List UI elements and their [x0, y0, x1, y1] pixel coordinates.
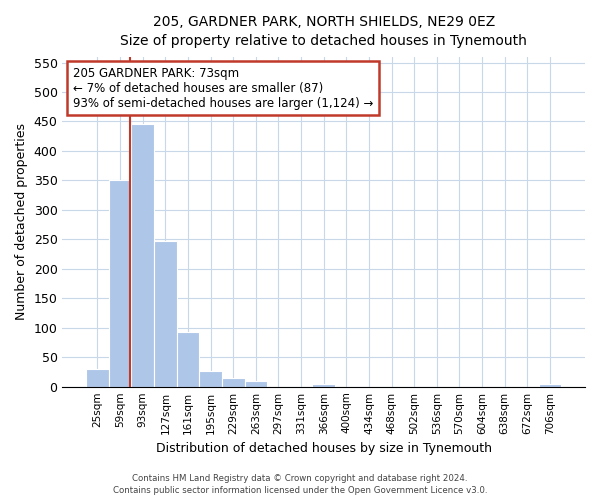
Bar [199, 371, 222, 386]
Bar [176, 332, 199, 386]
Text: Contains HM Land Registry data © Crown copyright and database right 2024.
Contai: Contains HM Land Registry data © Crown c… [113, 474, 487, 495]
Bar [109, 180, 131, 386]
Bar [131, 124, 154, 386]
Y-axis label: Number of detached properties: Number of detached properties [15, 123, 28, 320]
Bar [86, 369, 109, 386]
Title: 205, GARDNER PARK, NORTH SHIELDS, NE29 0EZ
Size of property relative to detached: 205, GARDNER PARK, NORTH SHIELDS, NE29 0… [120, 15, 527, 48]
Bar [313, 384, 335, 386]
Text: 205 GARDNER PARK: 73sqm
← 7% of detached houses are smaller (87)
93% of semi-det: 205 GARDNER PARK: 73sqm ← 7% of detached… [73, 66, 373, 110]
Bar [245, 381, 267, 386]
X-axis label: Distribution of detached houses by size in Tynemouth: Distribution of detached houses by size … [156, 442, 492, 455]
Bar [154, 240, 176, 386]
Bar [539, 384, 561, 386]
Bar [222, 378, 245, 386]
